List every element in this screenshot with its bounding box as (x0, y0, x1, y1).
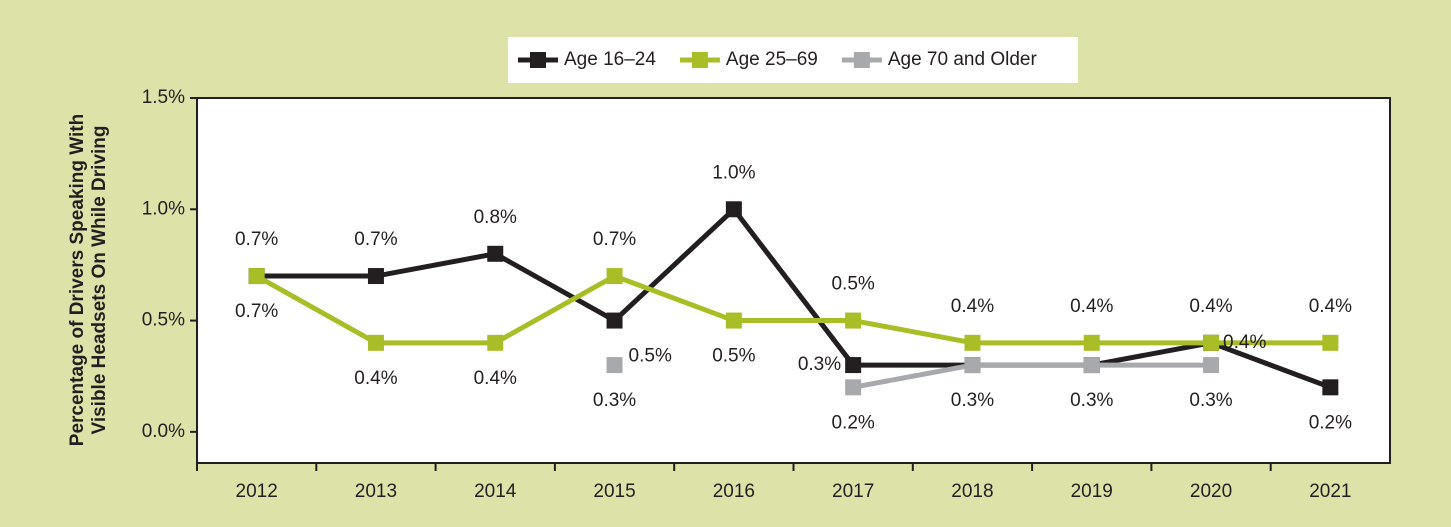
series-line (256, 206, 1332, 390)
data-label: 1.0% (712, 162, 755, 183)
y-axis-title-line: Percentage of Drivers Speaking With (67, 114, 88, 446)
marker (1322, 334, 1339, 351)
data-label: 0.8% (474, 207, 517, 228)
data-label: 0.4% (1189, 296, 1232, 317)
data-label: 0.2% (1309, 412, 1352, 433)
marker (964, 334, 981, 351)
legend-marker (530, 52, 546, 68)
data-label: 0.3% (951, 390, 994, 411)
data-label: 0.7% (235, 301, 278, 322)
data-label: 0.2% (831, 412, 874, 433)
marker (725, 201, 742, 218)
marker (845, 379, 862, 396)
data-label: 0.3% (1189, 390, 1232, 411)
x-tick-label: 2017 (832, 481, 874, 502)
y-tick-label: 1.0% (142, 198, 185, 219)
data-label: 0.5% (831, 274, 874, 295)
legend-label: Age 16–24 (564, 49, 656, 70)
data-label: 0.4% (1070, 296, 1113, 317)
marker (964, 357, 981, 374)
legend-marker (853, 52, 870, 68)
marker (845, 312, 862, 329)
data-label: 0.4% (474, 368, 517, 389)
y-axis-title: Percentage of Drivers Speaking With Visi… (67, 114, 110, 446)
x-tick-label: 2015 (593, 481, 635, 502)
marker (367, 268, 384, 285)
x-tick-label: 2020 (1190, 481, 1232, 502)
legend-box (508, 37, 1078, 83)
plot-area (196, 97, 1391, 464)
marker (1322, 379, 1339, 396)
x-tick-label: 2021 (1309, 481, 1351, 502)
legend-label: Age 70 and Older (888, 49, 1038, 70)
data-label: 0.3% (593, 390, 636, 411)
x-tick-label: 2019 (1071, 481, 1113, 502)
data-label: 0.7% (593, 229, 636, 250)
marker (606, 268, 623, 285)
data-label: 0.5% (712, 346, 755, 367)
x-tick-label: 2016 (713, 481, 755, 502)
series-line (852, 362, 1212, 390)
legend-marker (691, 52, 708, 68)
data-label: 0.7% (235, 229, 278, 250)
series-line (255, 273, 1331, 346)
marker (606, 357, 623, 374)
marker (1203, 357, 1220, 374)
marker (606, 312, 623, 329)
data-label: 0.4% (1223, 332, 1266, 353)
data-label: 0.3% (1070, 390, 1113, 411)
marker (1083, 357, 1100, 374)
marker (487, 334, 504, 351)
y-tick-label: 0.0% (142, 421, 185, 442)
marker (1083, 334, 1100, 351)
y-tick-label: 1.5% (142, 87, 185, 108)
marker (845, 357, 862, 374)
x-tick-label: 2012 (236, 481, 278, 502)
data-label: 0.3% (798, 354, 841, 375)
marker (367, 334, 384, 351)
data-label: 0.4% (354, 368, 397, 389)
marker (248, 268, 265, 285)
x-tick-label: 2018 (951, 481, 993, 502)
x-tick-label: 2014 (474, 481, 517, 502)
x-tick-label: 2013 (355, 481, 397, 502)
marker (1203, 334, 1220, 351)
data-label: 0.5% (629, 346, 672, 367)
y-axis-title-line: Visible Headsets On While Driving (89, 125, 110, 434)
data-label: 0.4% (951, 296, 994, 317)
data-label: 0.7% (354, 229, 397, 250)
marker (487, 245, 504, 262)
y-tick-label: 0.5% (142, 310, 185, 331)
marker (725, 312, 742, 329)
legend-label: Age 25–69 (726, 49, 818, 70)
data-label: 0.4% (1309, 296, 1352, 317)
